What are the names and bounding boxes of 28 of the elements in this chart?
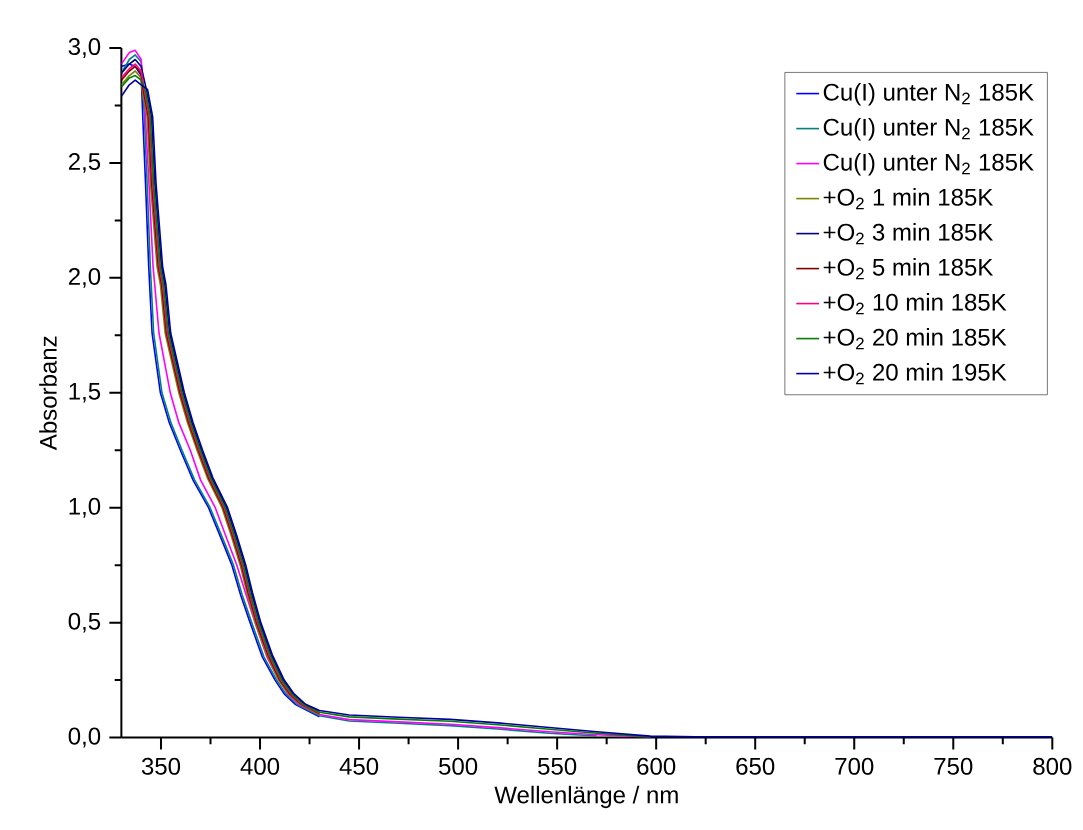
legend-label: +O$_{2}$ 3 min 185K [823,223,994,245]
legend-label: Cu(I) unter N$_{2}$ 185K [823,83,1034,106]
x-tick-label: 800 [1033,758,1072,776]
y-axis-title: Absorbanz [39,336,57,451]
legend-label: Cu(I) unter N$_{2}$ 185K [823,118,1034,141]
x-tick-label: 450 [339,758,379,776]
y-tick-label: 2,0 [68,268,101,288]
x-tick-label: 700 [835,758,874,776]
x-tick-label: 350 [141,758,181,776]
x-tick-label: 500 [439,758,478,776]
legend-label: +O$_{2}$ 10 min 185K [823,293,1007,315]
y-tick-label: 2,5 [68,153,101,174]
x-axis-title: Wellenlänge / nm [494,785,678,809]
y-tick-label: 1,0 [69,497,101,518]
y-tick-label: 0,5 [68,612,101,633]
x-tick-label: 550 [538,758,577,776]
legend-label: +O$_{2}$ 1 min 185K [823,188,994,210]
x-tick-label: 650 [736,758,775,776]
legend-label: +O$_{2}$ 20 min 185K [823,328,1007,350]
legend-label: +O$_{2}$ 5 min 185K [823,258,994,280]
legend-label: +O$_{2}$ 20 min 195K [823,363,1007,385]
legend-label: Cu(I) unter N$_{2}$ 185K [823,153,1034,176]
y-tick-label: 3,0 [68,38,101,59]
x-tick-label: 400 [240,758,280,776]
y-tick-label: 1,5 [69,383,101,403]
y-tick-label: 0,0 [68,727,101,748]
x-tick-label: 600 [637,758,676,776]
x-tick-label: 750 [934,758,973,776]
